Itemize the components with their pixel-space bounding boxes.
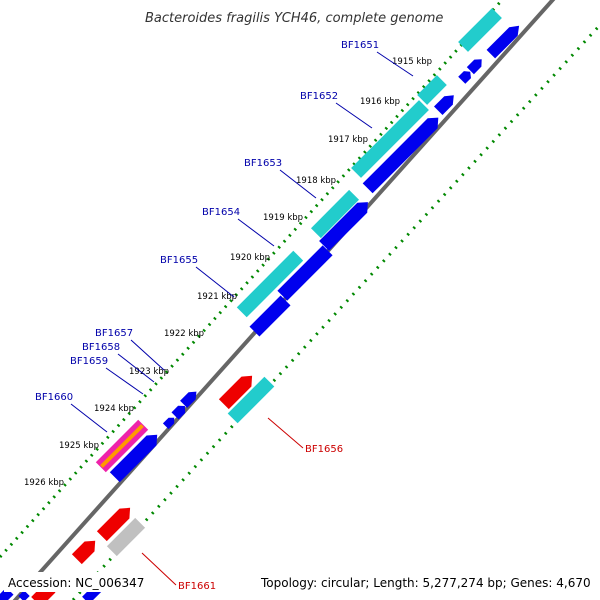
genome-summary-text: Topology: circular; Length: 5,277,274 bp… bbox=[260, 576, 591, 590]
forward-gene[interactable] bbox=[249, 295, 291, 337]
forward-gene[interactable] bbox=[109, 434, 158, 483]
kbp-tick-label: 1925 kbp bbox=[59, 441, 99, 451]
cds-feature[interactable] bbox=[458, 8, 502, 52]
gene-label[interactable]: BF1657 bbox=[95, 328, 133, 339]
accession-backing bbox=[4, 572, 152, 592]
kbp-tick-label: 1924 kbp bbox=[94, 404, 134, 414]
kbp-tick-label: 1916 kbp bbox=[360, 97, 400, 107]
forward-gene[interactable] bbox=[466, 59, 482, 75]
cds-feature[interactable] bbox=[227, 376, 275, 424]
summary-backing bbox=[256, 572, 596, 592]
gene-label[interactable]: BF1653 bbox=[244, 158, 282, 169]
gene-label[interactable]: BF1652 bbox=[300, 91, 338, 102]
gene-label[interactable]: BF1654 bbox=[202, 207, 240, 218]
forward-gene[interactable] bbox=[319, 202, 368, 251]
reverse-gene[interactable] bbox=[96, 507, 131, 542]
leader-line bbox=[141, 552, 177, 586]
gene-label[interactable]: BF1655 bbox=[160, 255, 198, 266]
accession-text: Accession: NC_006347 bbox=[8, 576, 144, 590]
leader-line bbox=[130, 339, 165, 371]
map-title: Bacteroides fragilis YCH46, complete gen… bbox=[145, 11, 443, 26]
tick-ring-outer bbox=[0, 0, 504, 559]
leader-line bbox=[376, 51, 414, 77]
leader-line bbox=[279, 169, 317, 199]
gene-label[interactable]: BF1658 bbox=[82, 342, 120, 353]
leader-line bbox=[237, 218, 275, 247]
leader-line bbox=[195, 266, 235, 298]
cds-feature[interactable] bbox=[351, 100, 429, 178]
gene-label[interactable]: BF1659 bbox=[70, 356, 108, 367]
leader-line bbox=[105, 367, 144, 395]
forward-gene[interactable] bbox=[362, 117, 439, 194]
forward-gene[interactable] bbox=[171, 405, 186, 420]
forward-gene[interactable] bbox=[0, 587, 14, 600]
forward-gene[interactable] bbox=[180, 391, 197, 408]
forward-gene[interactable] bbox=[486, 25, 520, 59]
cds-feature[interactable] bbox=[311, 189, 359, 239]
forward-gene[interactable] bbox=[162, 417, 175, 430]
forward-gene[interactable] bbox=[18, 590, 30, 600]
leader-line bbox=[70, 403, 108, 433]
leader-line bbox=[335, 102, 373, 129]
kbp-tick-label: 1919 kbp bbox=[263, 213, 303, 223]
gene-label[interactable]: BF1661 bbox=[178, 581, 216, 592]
pseudo-feature[interactable] bbox=[106, 517, 146, 557]
cds-feature[interactable] bbox=[417, 75, 447, 105]
tick-ring-inner bbox=[71, 23, 600, 600]
gene-label[interactable]: BF1651 bbox=[341, 40, 379, 51]
kbp-tick-label: 1918 kbp bbox=[296, 176, 336, 186]
leader-line bbox=[117, 353, 155, 383]
gene-label[interactable]: BF1660 bbox=[35, 392, 73, 403]
kbp-tick-label: 1923 kbp bbox=[129, 367, 169, 377]
reverse-gene[interactable] bbox=[218, 375, 253, 410]
kbp-tick-label: 1917 kbp bbox=[328, 135, 368, 145]
leader-line bbox=[267, 417, 304, 449]
kbp-tick-label: 1921 kbp bbox=[197, 292, 237, 302]
misc-feature[interactable] bbox=[100, 424, 144, 468]
kbp-tick-label: 1922 kbp bbox=[164, 329, 204, 339]
kbp-tick-label: 1920 kbp bbox=[230, 253, 270, 263]
kbp-tick-label: 1926 kbp bbox=[24, 478, 64, 488]
gene-label[interactable]: BF1656 bbox=[305, 444, 343, 455]
forward-gene[interactable] bbox=[434, 95, 454, 115]
reverse-gene[interactable] bbox=[71, 540, 96, 565]
kbp-tick-label: 1915 kbp bbox=[392, 57, 432, 67]
forward-gene[interactable] bbox=[458, 71, 471, 84]
cds-feature[interactable] bbox=[236, 250, 304, 318]
forward-gene[interactable] bbox=[277, 245, 333, 301]
